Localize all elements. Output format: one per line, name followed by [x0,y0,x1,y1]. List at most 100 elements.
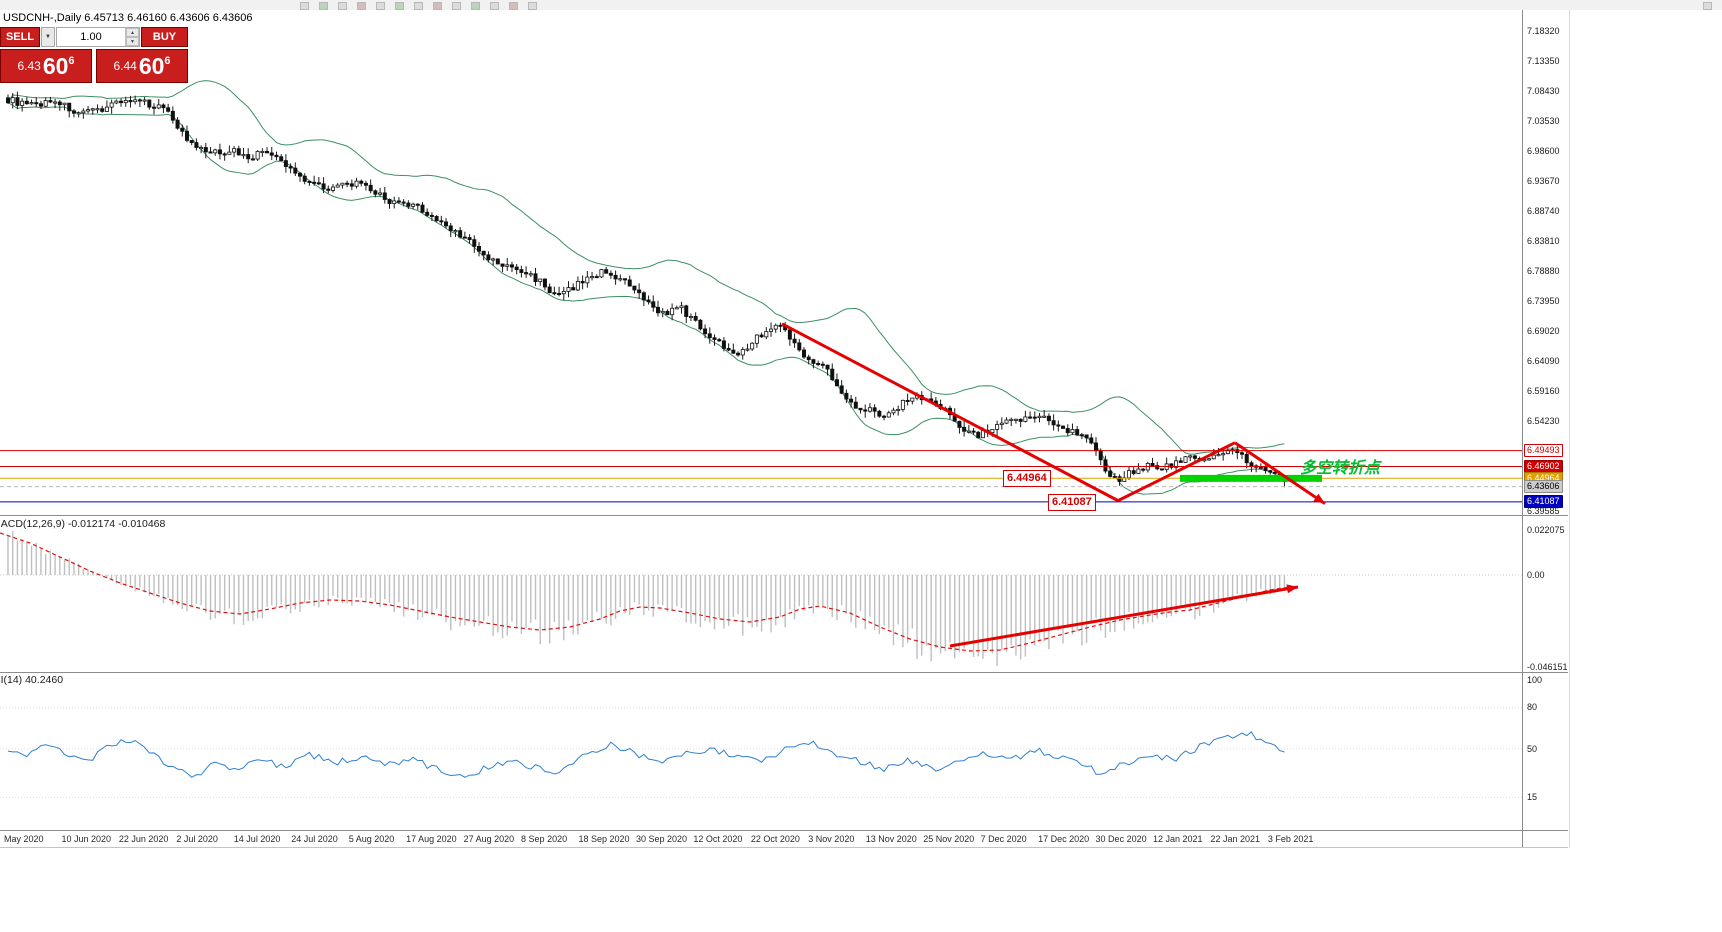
toolbar-icon[interactable] [528,2,537,10]
time-axis-label: 27 Aug 2020 [463,834,515,844]
one-click-trading: SELL ▼ 1.00 ▲ ▼ BUY 6.43 60 6 [0,27,188,83]
panel-separator[interactable] [0,847,1568,848]
rsi-axis-tick: 15 [1527,791,1538,802]
buy-price-pips: 60 [138,52,165,79]
price-axis-tick: 6.83810 [1527,235,1560,246]
rsi-line [7,731,1285,778]
time-axis-label: 17 Dec 2020 [1038,834,1090,844]
toolbar-icon[interactable] [471,2,480,10]
chevron-down-icon: ▼ [45,34,51,40]
chart-canvas[interactable] [0,10,1522,848]
time-axis-label: 22 Jun 2020 [118,834,169,844]
price-axis-tick: 6.88740 [1527,205,1560,216]
time-axis-label: 22 Jan 2021 [1210,834,1260,844]
time-axis-label: May 2020 [4,834,44,844]
arrowhead [1313,493,1325,504]
price-label[interactable]: 6.44964 [1003,470,1051,487]
time-axis-label: 7 Dec 2020 [980,834,1027,844]
toolbar-icon[interactable] [300,2,309,10]
volume-value: 1.00 [80,31,102,43]
buy-price-button[interactable]: 6.44 60 6 [96,49,188,83]
price-axis-flag: 6.41087 [1524,495,1563,509]
price-axis-tick: 7.03530 [1527,115,1560,126]
panel-separator[interactable] [0,672,1568,673]
step-down-button[interactable]: ▼ [126,37,139,46]
time-axis-label: 3 Feb 2021 [1267,834,1314,844]
buy-price-main: 6.44 [113,59,137,73]
toolbar-icon[interactable] [338,2,347,10]
macd-signal-line [0,532,1291,652]
arrow-down-icon: ▼ [130,38,135,45]
price-axis-tick: 6.93670 [1527,175,1560,186]
time-axis-label: 25 Nov 2020 [923,834,975,844]
sell-button[interactable]: SELL [0,27,40,47]
time-axis-label: 24 Jul 2020 [291,834,338,844]
price-axis[interactable]: 7.18320 7.13350 7.08430 7.03530 6.98600 6.936… [1522,10,1570,848]
buy-price-frac: 6 [164,55,171,67]
sell-price-pips: 60 [42,52,69,79]
sell-price-main: 6.43 [17,59,41,73]
price-axis-tick: 6.73950 [1527,296,1560,307]
macd-trend-arrow[interactable] [949,585,1299,648]
toolbar-icon[interactable] [1703,2,1712,10]
rsi-axis-tick: 100 [1527,674,1543,685]
sell-price-frac: 6 [68,55,75,67]
price-axis-tick: 6.54230 [1527,416,1560,427]
arrow-up-icon: ▲ [130,29,135,36]
toolbar-icon[interactable] [490,2,499,10]
step-up-button[interactable]: ▲ [126,28,139,37]
macd-axis-tick: -0.046151 [1527,661,1568,672]
macd-axis-tick: 0.00 [1527,569,1545,580]
price-axis-tick: 7.18320 [1527,25,1560,36]
price-axis-tick: 6.78880 [1527,265,1560,276]
toolbar-icon[interactable] [376,2,385,10]
time-axis-label: 22 Oct 2020 [750,834,800,844]
price-axis-tick: 6.69020 [1527,326,1560,337]
price-label[interactable]: 6.41087 [1048,494,1096,511]
price-axis-flag: 6.49493 [1524,444,1563,458]
rsi-axis-tick: 50 [1527,743,1538,754]
price-axis-flag: 6.43606 [1524,480,1563,494]
sell-price-button[interactable]: 6.43 60 6 [0,49,92,83]
time-axis-label: 12 Oct 2020 [693,834,743,844]
toolbar-icon[interactable] [452,2,461,10]
toolbar-icon[interactable] [433,2,442,10]
trend-line[interactable] [781,322,1236,503]
time-axis-label: 30 Sep 2020 [635,834,687,844]
arrowhead [1286,584,1298,594]
toolbar-icon[interactable] [357,2,366,10]
price-axis-tick: 6.98600 [1527,145,1560,156]
toolbar-icon[interactable] [414,2,423,10]
buy-button[interactable]: BUY [141,27,188,47]
toolbar-icon[interactable] [509,2,518,10]
candles [6,91,1287,488]
price-axis-tick: 7.08430 [1527,85,1560,96]
volume-stepper: ▲ ▼ [125,28,139,46]
time-axis-label: 8 Sep 2020 [521,834,568,844]
volume-dropdown[interactable]: ▼ [41,27,55,47]
price-axis-tick: 6.64090 [1527,356,1560,367]
trend-arrow[interactable] [1234,441,1326,505]
panel-separator[interactable] [0,830,1568,831]
bollinger-lower [7,102,1285,495]
price-axis-tick: 6.39585 [1527,505,1560,516]
time-axis-label: 5 Aug 2020 [348,834,395,844]
time-axis-label: 13 Nov 2020 [865,834,917,844]
chart-title: USDCNH-,Daily 6.45713 6.46160 6.43606 6.… [3,12,253,24]
macd-histogram [7,531,1286,666]
time-axis-label: 30 Dec 2020 [1095,834,1147,844]
price-axis-tick: 6.59160 [1527,386,1560,397]
time-axis-label: 18 Sep 2020 [578,834,630,844]
rsi-label: RSI(14) 40.2460 [0,674,64,686]
annotation-note[interactable]: 多空转折点 [1300,460,1381,477]
macd-axis-tick: 0.022075 [1527,525,1565,536]
time-axis-label: 12 Jan 2021 [1153,834,1203,844]
volume-input[interactable]: 1.00 ▲ ▼ [56,27,140,47]
toolbar-icon[interactable] [395,2,404,10]
panel-separator[interactable] [0,515,1568,516]
toolbar-icon[interactable] [319,2,328,10]
bollinger-bands [7,80,1285,495]
time-axis-label: 17 Aug 2020 [406,834,457,844]
bollinger-upper [7,80,1285,455]
